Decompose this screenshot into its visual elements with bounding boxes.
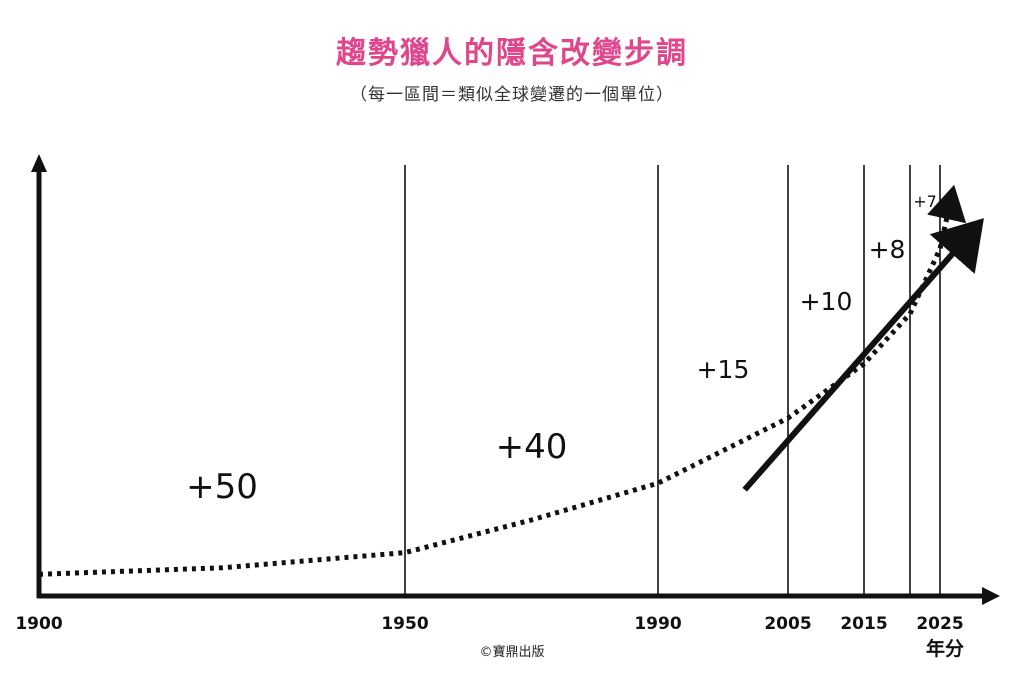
x-axis-arrowhead (982, 587, 1000, 605)
x-tick-label: 1950 (381, 614, 428, 634)
x-tick-label: 2015 (840, 614, 887, 634)
x-unit-label: 年分 (926, 637, 964, 660)
chart-subtitle: （每一區間＝類似全球變遷的一個單位） (350, 85, 674, 105)
interval-label: +8 (869, 235, 906, 264)
copyright-credit: ©寶鼎出版 (479, 645, 545, 660)
interval-label: +40 (496, 427, 568, 467)
dotted-trend-curve (38, 184, 967, 577)
chart-title: 趨勢獵人的隱含改變步調 (336, 36, 688, 71)
interval-label: +10 (800, 287, 853, 316)
solid-trend-arrow (742, 218, 984, 492)
interval-label: +15 (697, 355, 750, 384)
y-axis-arrowhead (31, 154, 47, 172)
x-tick-label: 2005 (764, 614, 811, 634)
interval-label: +7 (913, 192, 937, 211)
x-tick-label: 1990 (634, 614, 681, 634)
x-tick-label: 2025 (916, 614, 963, 634)
x-tick-label: 1900 (15, 614, 62, 634)
interval-label: +50 (186, 467, 258, 507)
